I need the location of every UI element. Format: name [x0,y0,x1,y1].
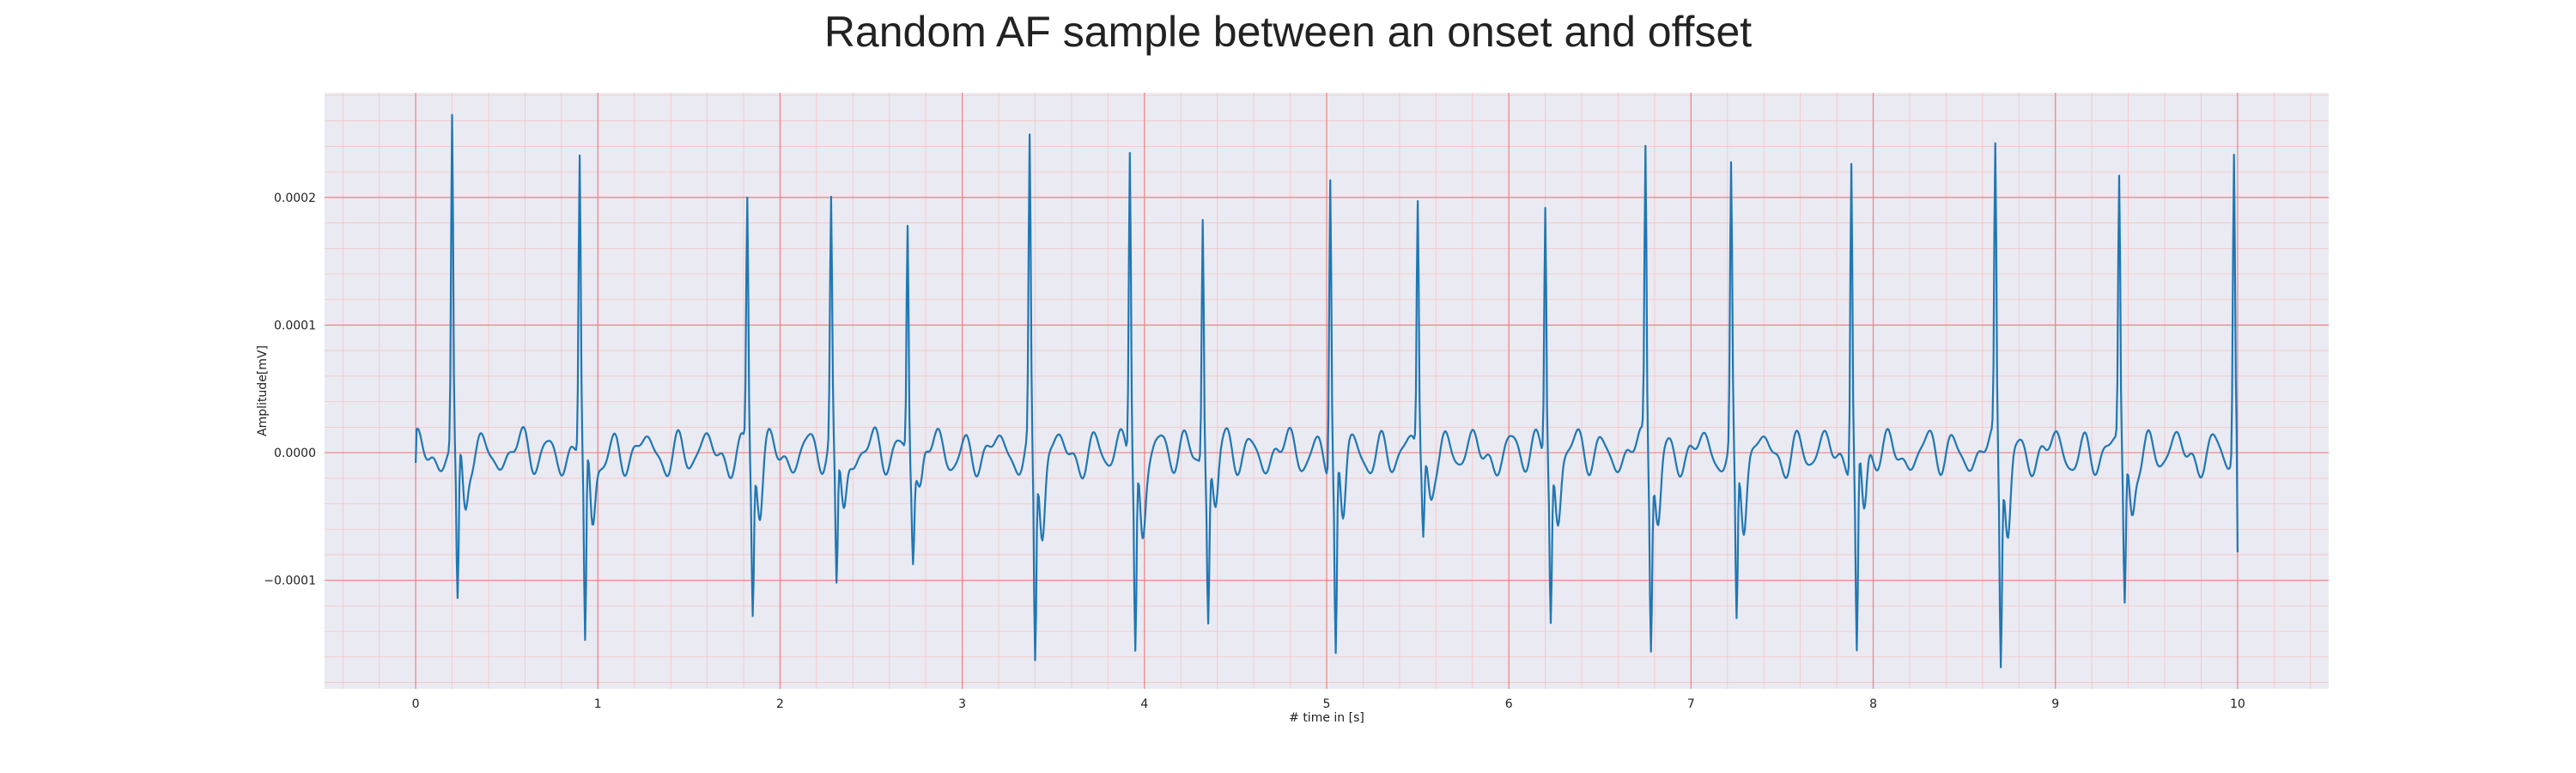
x-tick-label: 10 [2230,697,2245,711]
x-tick-label: 5 [1323,697,1331,711]
x-tick-label: 8 [1869,697,1877,711]
x-axis-label: # time in [s] [1289,711,1364,725]
x-tick-labels: 0 1 2 3 4 5 6 7 8 9 10 [412,697,2245,711]
x-tick-label: 4 [1140,697,1148,711]
x-tick-label: 1 [594,697,602,711]
x-tick-label: 6 [1505,697,1513,711]
x-tick-label: 3 [958,697,966,711]
x-tick-label: 7 [1687,697,1695,711]
y-tick-label: 0.0001 [274,319,316,332]
x-tick-label: 9 [2051,697,2059,711]
y-tick-labels: −0.0001 0.0000 0.0001 0.0002 [264,192,316,588]
series-layer [415,113,2239,669]
x-tick-label: 2 [776,697,784,711]
ecg-signal-line [415,113,2239,669]
y-tick-label: −0.0001 [264,575,316,588]
y-tick-label: 0.0002 [274,192,316,205]
chart-title: Random AF sample between an onset and of… [823,8,1753,56]
x-tick-label: 0 [412,697,420,711]
major-grid [325,93,2329,689]
y-axis-label: Amplitude[mV] [256,345,270,436]
y-tick-label: 0.0000 [274,447,316,460]
